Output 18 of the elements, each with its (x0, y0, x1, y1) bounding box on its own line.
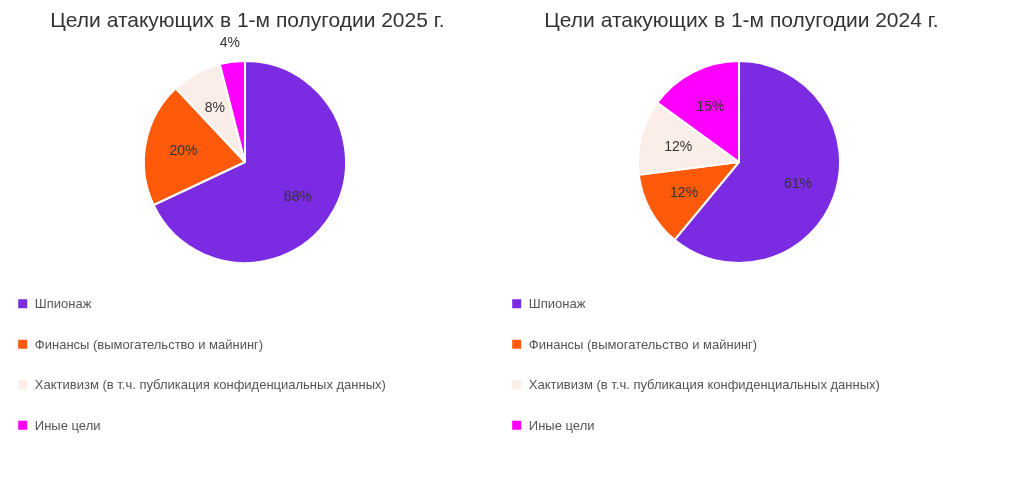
data-label: 4% (219, 33, 240, 50)
legend-label: Финансы (вымогательство и майнинг) (528, 336, 758, 352)
chart-title: Цели атакующих в 1-м полугодии 2024 г. (544, 7, 939, 31)
data-label: 68% (283, 187, 312, 204)
data-label: 61% (783, 175, 812, 192)
legend-label: Шпионаж (528, 296, 586, 312)
data-label: 20% (169, 142, 198, 159)
data-label: 15% (696, 98, 725, 115)
legend-label: Финансы (вымогательство и майнинг) (34, 336, 264, 352)
legend-label: Шпионаж (34, 296, 92, 312)
legend-label: Иные цели (34, 417, 101, 433)
legend-label: Хактивизм (в т.ч. публикация конфиденциальных данных) (34, 377, 386, 393)
data-label: 12% (670, 184, 699, 201)
legend-label: Хактивизм (в т.ч. публикация конфиденциальных данных) (528, 377, 880, 393)
legend-label: Иные цели (528, 417, 595, 433)
chart-title: Цели атакующих в 1-м полугодии 2025 г. (50, 7, 445, 31)
data-label: 8% (204, 99, 225, 116)
data-label: 12% (664, 138, 693, 155)
